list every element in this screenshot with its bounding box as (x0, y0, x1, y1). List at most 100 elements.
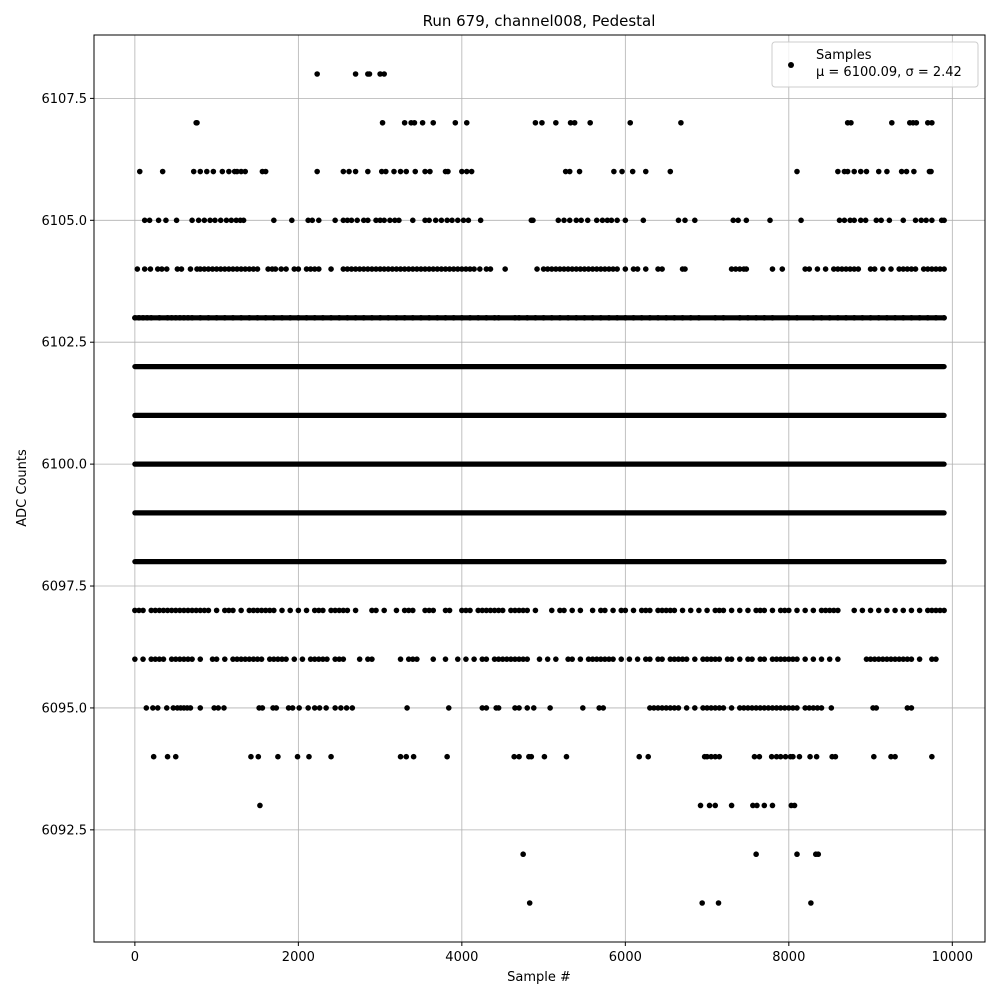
data-point (769, 266, 776, 272)
data-point (315, 266, 322, 272)
data-point (511, 753, 517, 760)
data-point (365, 656, 371, 662)
data-point (659, 656, 665, 662)
data-point (352, 607, 359, 614)
data-point (933, 266, 939, 272)
data-point (777, 705, 784, 711)
data-point (315, 217, 322, 224)
data-point (520, 851, 526, 858)
data-point (750, 802, 756, 809)
data-point (454, 266, 461, 272)
data-point (316, 705, 323, 711)
data-point (753, 851, 759, 858)
y-axis-ticks: 6092.5 6095.0 6097.5 6100.0 6102.5 6105.0 6107… (42, 92, 94, 838)
data-point (843, 266, 849, 272)
data-point (692, 217, 698, 224)
data-point (806, 266, 813, 272)
data-point (642, 656, 649, 662)
data-point (904, 705, 911, 711)
data-point (708, 656, 714, 662)
data-point (512, 656, 518, 662)
x-tick-label: 2000 (282, 950, 315, 965)
data-point (170, 705, 177, 711)
data-point (736, 607, 743, 614)
data-point (430, 266, 437, 272)
data-point (189, 315, 195, 321)
y-axis-label: ADC Counts (15, 449, 30, 527)
data-point (409, 656, 416, 662)
data-point (467, 266, 473, 272)
data-point (622, 217, 629, 224)
data-point (259, 705, 266, 711)
data-point (790, 656, 796, 662)
data-point (581, 266, 588, 272)
data-point (377, 315, 383, 321)
data-point (749, 656, 755, 662)
data-point (896, 266, 902, 272)
data-point (916, 607, 923, 614)
data-point (757, 705, 764, 711)
data-point (553, 119, 559, 126)
data-point (655, 705, 661, 711)
data-point (671, 705, 678, 711)
data-point (230, 607, 236, 614)
data-point (426, 607, 432, 614)
data-point (147, 266, 154, 272)
data-point (405, 607, 412, 614)
data-point (265, 266, 271, 272)
data-point (790, 705, 796, 711)
data-point (908, 607, 915, 614)
data-point (512, 705, 518, 711)
data-point (508, 607, 514, 614)
data-point (262, 607, 269, 614)
data-point (418, 266, 424, 272)
data-point (581, 315, 588, 321)
data-point (786, 656, 792, 662)
data-point (900, 217, 907, 224)
data-point (683, 705, 690, 711)
data-point (880, 266, 886, 272)
data-point (174, 266, 181, 272)
data-point (773, 753, 780, 760)
data-point (172, 607, 179, 614)
data-point (221, 656, 228, 662)
data-point (160, 607, 167, 614)
data-point (132, 656, 138, 662)
data-point (168, 315, 175, 321)
data-point (916, 315, 923, 321)
data-point (830, 607, 837, 614)
data-point (465, 217, 472, 224)
data-point (629, 168, 636, 175)
data-point (602, 266, 608, 272)
data-point (822, 607, 829, 614)
data-point (442, 607, 449, 614)
x-tick-label: 0 (131, 950, 139, 965)
data-point (379, 119, 386, 126)
data-point (172, 656, 179, 662)
data-point (779, 266, 786, 272)
data-point (671, 315, 678, 321)
data-point (736, 315, 743, 321)
data-point (716, 656, 723, 662)
data-point (307, 656, 314, 662)
data-point (499, 656, 506, 662)
data-point (587, 119, 593, 126)
data-point (516, 753, 522, 760)
data-point (275, 656, 281, 662)
data-point (283, 266, 289, 272)
data-point (275, 753, 281, 760)
data-point (463, 607, 469, 614)
data-point (708, 753, 714, 760)
data-point (164, 315, 171, 321)
data-point (320, 315, 326, 321)
x-axis-label: Sample # (507, 970, 571, 985)
data-point (753, 315, 759, 321)
data-point (430, 656, 437, 662)
data-point (328, 266, 334, 272)
data-point (867, 315, 874, 321)
data-point (848, 119, 854, 126)
data-point (255, 753, 262, 760)
data-point (862, 217, 869, 224)
data-point (271, 607, 277, 614)
